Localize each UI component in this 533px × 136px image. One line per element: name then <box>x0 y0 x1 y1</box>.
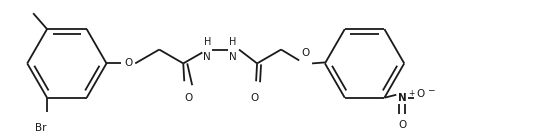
Text: H: H <box>204 37 211 47</box>
Text: O: O <box>301 48 309 58</box>
Text: Br: Br <box>35 123 47 134</box>
Text: H: H <box>229 37 237 47</box>
Text: +: + <box>408 89 415 98</box>
Text: −: − <box>427 85 434 94</box>
Text: O: O <box>398 120 406 129</box>
Text: N: N <box>229 52 237 61</box>
Text: O: O <box>124 58 132 68</box>
Text: O: O <box>184 93 192 103</box>
Text: O: O <box>416 89 424 99</box>
Text: N: N <box>204 52 211 61</box>
Text: N: N <box>398 93 407 103</box>
Text: O: O <box>250 93 258 103</box>
